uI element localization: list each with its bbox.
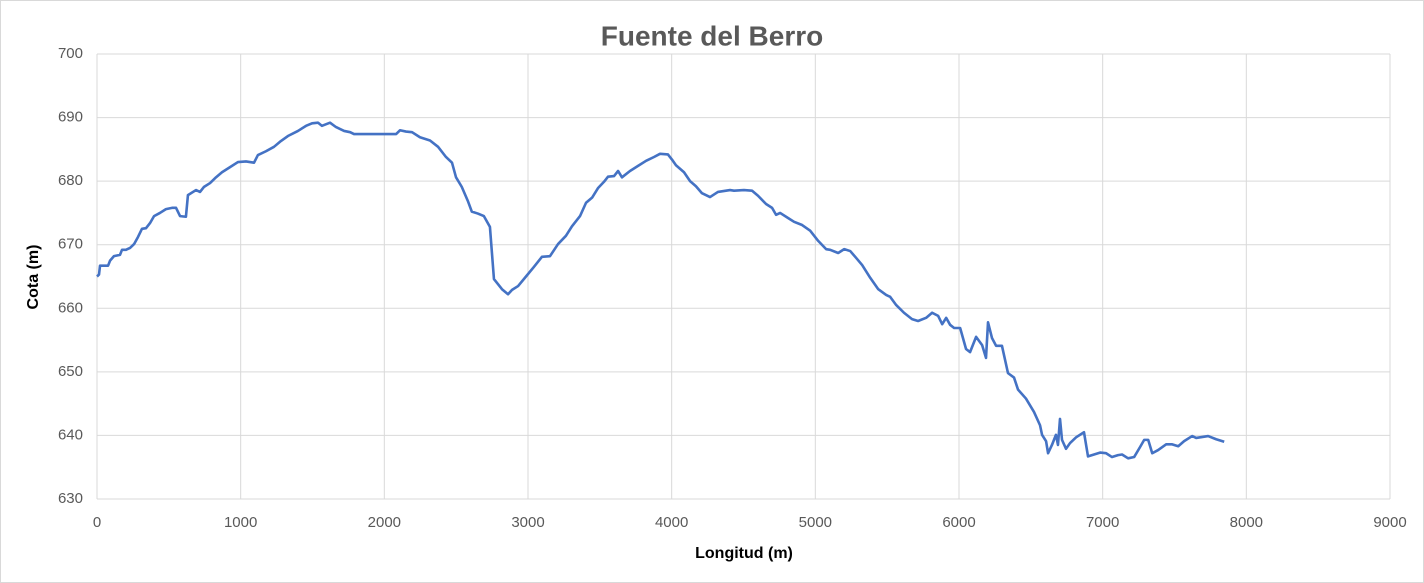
chart-title: Fuente del Berro (601, 20, 823, 51)
x-tick-label: 2000 (368, 514, 401, 531)
x-tick-label: 0 (93, 514, 101, 531)
x-axis-title: Longitud (m) (695, 545, 793, 562)
y-axis-title: Cota (m) (25, 245, 42, 310)
y-tick-label: 630 (58, 490, 83, 507)
y-tick-label: 690 (58, 109, 83, 126)
y-tick-label: 650 (58, 363, 83, 380)
x-tick-label: 1000 (224, 514, 257, 531)
y-tick-label: 660 (58, 299, 83, 316)
line-series (96, 121, 1225, 460)
x-tick-label: 6000 (942, 514, 975, 531)
x-tick-label: 4000 (655, 514, 688, 531)
x-tick-label: 3000 (511, 514, 544, 531)
x-tick-label: 5000 (799, 514, 832, 531)
x-tick-label: 9000 (1373, 514, 1406, 531)
x-tick-label: 8000 (1230, 514, 1263, 531)
x-tick-label: 7000 (1086, 514, 1119, 531)
y-tick-label: 680 (58, 172, 83, 189)
y-tick-label: 700 (58, 45, 83, 62)
y-tick-label: 640 (58, 426, 83, 443)
y-tick-label: 670 (58, 236, 83, 253)
